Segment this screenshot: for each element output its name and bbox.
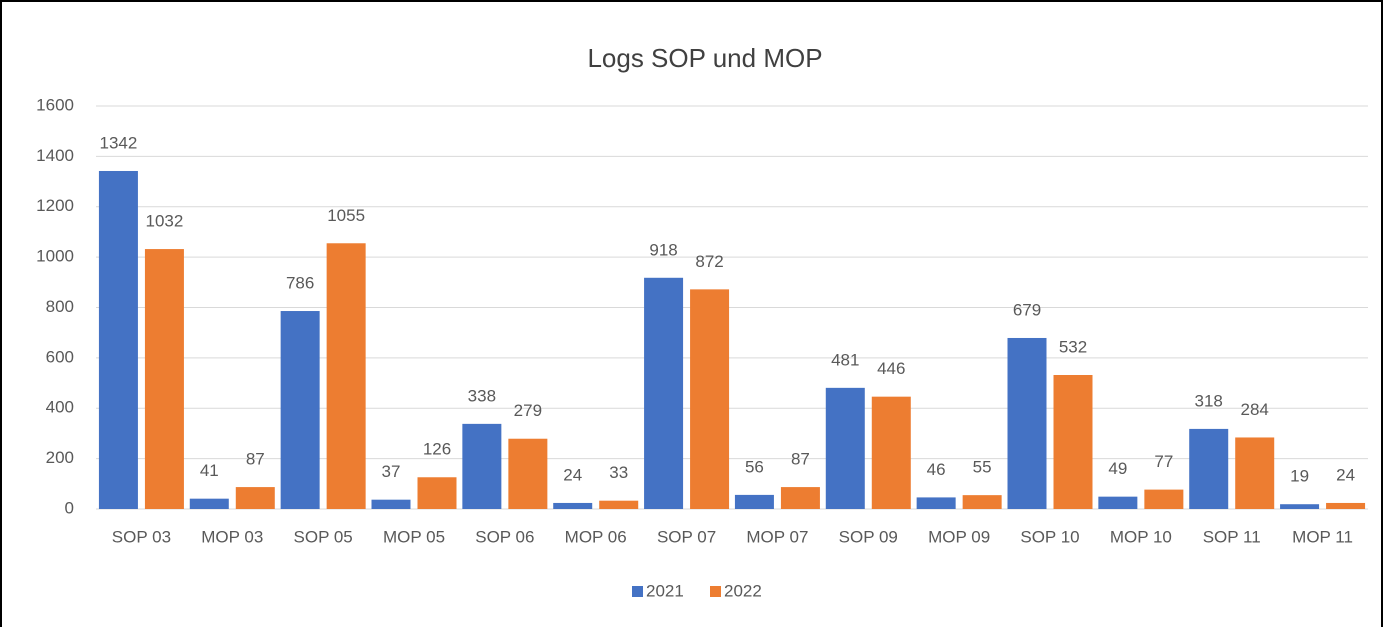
bar xyxy=(1235,437,1275,509)
legend-label: 2022 xyxy=(724,581,762,600)
data-label: 87 xyxy=(246,450,265,469)
bar xyxy=(326,243,366,509)
y-tick-label: 1000 xyxy=(36,247,74,266)
y-tick-label: 0 xyxy=(65,498,74,517)
data-label: 918 xyxy=(649,240,677,259)
legend-label: 2021 xyxy=(646,581,684,600)
data-label: 338 xyxy=(468,386,496,405)
y-tick-label: 1200 xyxy=(36,196,74,215)
bar xyxy=(690,289,730,509)
data-label: 872 xyxy=(695,252,723,271)
bar xyxy=(599,500,639,509)
bar xyxy=(780,487,820,509)
data-label: 786 xyxy=(286,274,314,293)
data-label: 1055 xyxy=(327,206,365,225)
legend-swatch xyxy=(632,586,643,597)
data-label: 33 xyxy=(609,463,628,482)
data-label: 284 xyxy=(1241,400,1269,419)
data-label: 55 xyxy=(973,458,992,477)
bar xyxy=(417,477,457,509)
bar xyxy=(1098,496,1138,509)
chart-title: Logs SOP und MOP xyxy=(587,43,822,73)
bar xyxy=(734,494,774,509)
x-tick-label: SOP 06 xyxy=(475,527,534,546)
x-tick-label: MOP 06 xyxy=(565,527,627,546)
bar xyxy=(825,387,865,509)
bar xyxy=(371,499,411,509)
x-tick-label: SOP 05 xyxy=(294,527,353,546)
data-label: 318 xyxy=(1195,391,1223,410)
bar xyxy=(644,277,684,509)
data-label: 77 xyxy=(1154,452,1173,471)
x-tick-label: MOP 09 xyxy=(928,527,990,546)
data-label: 1032 xyxy=(146,212,184,231)
bar xyxy=(98,170,138,509)
data-label: 679 xyxy=(1013,300,1041,319)
data-label: 1342 xyxy=(100,133,138,152)
y-tick-label: 1400 xyxy=(36,146,74,165)
data-label: 49 xyxy=(1108,459,1127,478)
bar xyxy=(189,498,229,509)
data-label: 446 xyxy=(877,359,905,378)
bar xyxy=(1007,337,1047,509)
y-tick-label: 600 xyxy=(46,347,74,366)
x-tick-label: SOP 09 xyxy=(839,527,898,546)
bar xyxy=(871,396,911,509)
x-tick-label: MOP 07 xyxy=(746,527,808,546)
x-tick-label: MOP 05 xyxy=(383,527,445,546)
data-label: 24 xyxy=(1336,465,1355,484)
y-tick-label: 1600 xyxy=(36,95,74,114)
bar xyxy=(962,495,1002,509)
y-tick-label: 200 xyxy=(46,448,74,467)
bar xyxy=(508,438,548,509)
data-label: 279 xyxy=(514,401,542,420)
bar xyxy=(916,497,956,509)
bar xyxy=(1053,375,1093,509)
x-tick-label: SOP 11 xyxy=(1203,527,1261,546)
x-tick-label: MOP 11 xyxy=(1292,527,1353,546)
data-label: 37 xyxy=(382,462,401,481)
x-tick-label: SOP 10 xyxy=(1020,527,1079,546)
bar xyxy=(280,311,320,509)
x-tick-label: MOP 03 xyxy=(201,527,263,546)
x-tick-label: SOP 07 xyxy=(657,527,716,546)
data-label: 481 xyxy=(831,350,859,369)
legend-swatch xyxy=(710,586,721,597)
bar xyxy=(1280,504,1320,509)
bar xyxy=(1326,502,1366,509)
bar xyxy=(1144,489,1184,509)
data-label: 56 xyxy=(745,457,764,476)
data-label: 24 xyxy=(563,465,582,484)
data-label: 87 xyxy=(791,450,810,469)
data-label: 126 xyxy=(423,440,451,459)
bar xyxy=(235,487,275,509)
y-tick-label: 400 xyxy=(46,398,74,417)
x-tick-label: MOP 10 xyxy=(1110,527,1172,546)
bar xyxy=(553,502,593,509)
data-label: 532 xyxy=(1059,337,1087,356)
data-label: 46 xyxy=(927,460,946,479)
bar xyxy=(1189,428,1229,509)
bar xyxy=(462,423,502,509)
y-tick-label: 800 xyxy=(46,297,74,316)
data-label: 19 xyxy=(1290,467,1309,486)
bar xyxy=(144,249,184,509)
data-label: 41 xyxy=(200,461,219,480)
x-tick-label: SOP 03 xyxy=(112,527,171,546)
